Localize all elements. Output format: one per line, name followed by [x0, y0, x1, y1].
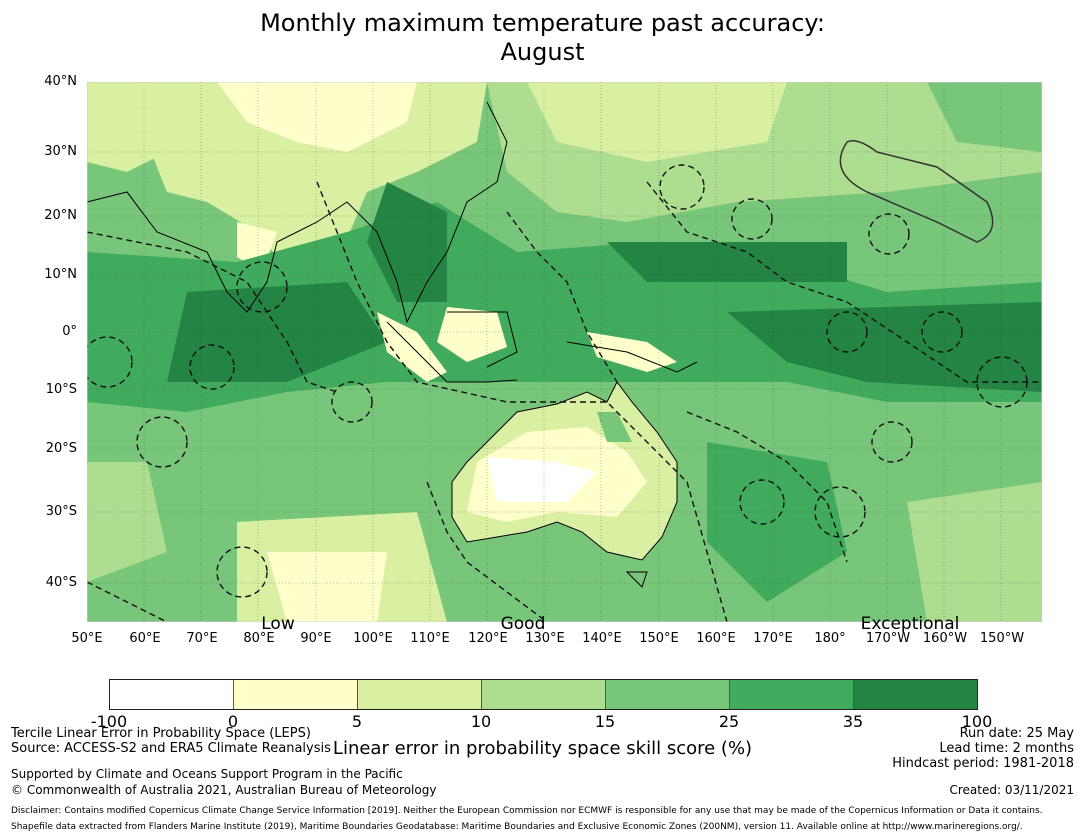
annotation-good: Good: [500, 614, 546, 634]
lon-label: 60°E: [129, 631, 161, 646]
created-date: Created: 03/11/2021: [949, 783, 1074, 797]
colorbar-bin: [234, 680, 358, 709]
lat-label: 20°S: [45, 441, 77, 456]
chart-title-line1: Monthly maximum temperature past accurac…: [260, 9, 825, 37]
colorbar-tick: -100: [90, 712, 128, 731]
colorbar-tick: 100: [961, 712, 993, 731]
colorbar-label: Linear error in probability space skill …: [332, 738, 753, 759]
graticule: [87, 82, 1042, 622]
eez-boundaries: [87, 164, 1042, 622]
lon-label: 150°W: [979, 631, 1025, 646]
colorbar-tick: 25: [718, 712, 740, 731]
annotation-exceptional: Exceptional: [860, 614, 960, 634]
lat-label: 30°S: [45, 504, 77, 519]
lon-label: 120°E: [468, 631, 508, 646]
skill-map: [87, 82, 1042, 622]
chart-title-line2: August: [500, 38, 585, 66]
lat-label: 20°N: [44, 208, 77, 223]
coastlines: [87, 101, 698, 588]
shapefile-credit: Shapefile data extracted from Flanders M…: [11, 822, 1023, 832]
lat-label: 40°N: [44, 74, 77, 89]
colorbar-bin: [358, 680, 482, 709]
lon-label: 140°E: [582, 631, 622, 646]
colorbar: [109, 679, 978, 710]
lon-label: 110°E: [410, 631, 450, 646]
colorbar-tick: 0: [227, 712, 239, 731]
central-asia-low-region: [217, 82, 417, 152]
lat-label: 40°S: [45, 575, 77, 590]
lead-time: Lead time: 2 months: [939, 741, 1074, 756]
lon-label: 80°E: [243, 631, 275, 646]
lon-label: 130°E: [525, 631, 565, 646]
colorbar-bin: [606, 680, 730, 709]
lon-label: 170°W: [865, 631, 911, 646]
lon-label: 170°E: [753, 631, 793, 646]
lon-label: 90°E: [300, 631, 332, 646]
colorbar-tick: 5: [351, 712, 363, 731]
north-pacific-pale-region: [527, 82, 787, 162]
lon-label: 50°E: [71, 631, 103, 646]
colorbar-bin: [110, 680, 234, 709]
lon-label: 160°W: [922, 631, 968, 646]
lat-label: 30°N: [44, 144, 77, 159]
colorbar-bin: [482, 680, 606, 709]
colorbar-bin: [730, 680, 854, 709]
colorbar-tick: 10: [470, 712, 492, 731]
lat-label: 10°S: [45, 382, 77, 397]
footer-support: Supported by Climate and Oceans Support …: [11, 767, 403, 781]
annotation-low: Low: [261, 614, 295, 634]
lon-label: 180°: [814, 631, 846, 646]
colorbar-bin: [854, 680, 977, 709]
hawaii-boundary: [839, 140, 994, 243]
run-date: Run date: 25 May: [959, 726, 1074, 741]
arabia-region: [87, 82, 207, 172]
footer-source: Source: ACCESS-S2 and ERA5 Climate Reana…: [11, 741, 331, 756]
disclaimer: Disclaimer: Contains modified Copernicus…: [11, 806, 1043, 816]
lon-label: 100°E: [353, 631, 393, 646]
australia-negative-skill-region: [487, 457, 597, 502]
footer-copyright: © Commonwealth of Australia 2021, Austra…: [11, 783, 437, 797]
exceptional-pacific-region: [727, 302, 1042, 392]
colorbar-tick: 35: [842, 712, 864, 731]
colorbar-tick: 15: [594, 712, 616, 731]
lat-label: 0°: [62, 324, 77, 339]
lon-label: 160°E: [696, 631, 736, 646]
lon-label: 70°E: [186, 631, 218, 646]
footer-method: Tercile Linear Error in Probability Spac…: [11, 726, 311, 741]
lon-label: 150°E: [639, 631, 679, 646]
lat-label: 10°N: [44, 267, 77, 282]
hindcast-period: Hindcast period: 1981-2018: [892, 756, 1074, 771]
